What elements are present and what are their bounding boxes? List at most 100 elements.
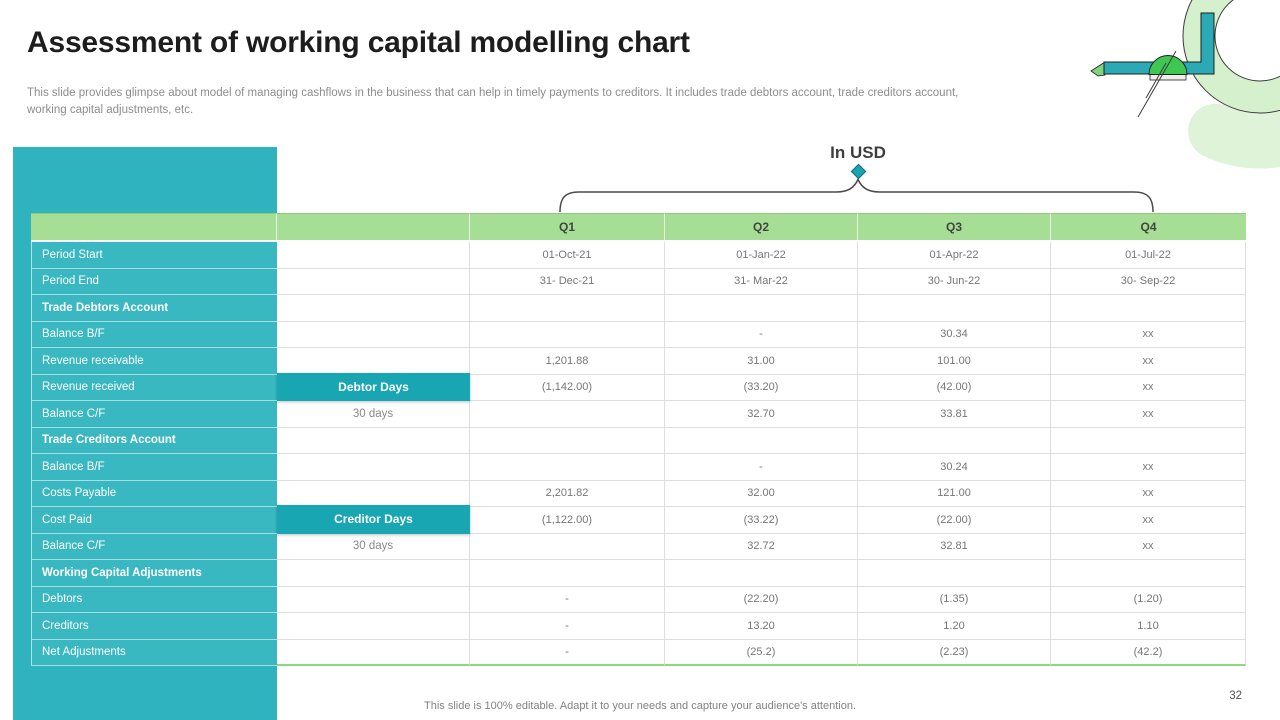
- corner-decoration: [1090, 0, 1280, 169]
- value-cell: 32.81: [858, 533, 1051, 560]
- value-cell: 13.20: [665, 613, 858, 640]
- value-cell: 32.72: [665, 533, 858, 560]
- days-cell: [277, 560, 470, 587]
- needle-line: [1137, 50, 1177, 118]
- days-cell: [277, 586, 470, 613]
- page-number: 32: [1229, 690, 1242, 702]
- row-label: Net Adjustments: [31, 639, 277, 666]
- value-cell: 101.00: [858, 348, 1051, 375]
- value-cell: [470, 454, 665, 481]
- value-cell: (1,122.00): [470, 507, 665, 534]
- days-cell: 30 days: [277, 401, 470, 428]
- value-cell: 33.81: [858, 401, 1051, 428]
- value-cell: -: [470, 639, 665, 666]
- days-cell: [277, 454, 470, 481]
- value-cell: -: [665, 454, 858, 481]
- value-cell: -: [470, 613, 665, 640]
- days-cell: [277, 639, 470, 666]
- value-cell: [470, 295, 665, 322]
- row-label: Debtors: [31, 586, 277, 613]
- value-cell: 32.70: [665, 401, 858, 428]
- value-cell: (25.2): [665, 639, 858, 666]
- soft-arc-shape: [1188, 103, 1280, 169]
- value-cell: [665, 427, 858, 454]
- value-cell: 01-Jul-22: [1051, 242, 1246, 269]
- value-cell: (1,142.00): [470, 374, 665, 401]
- slide-footer: This slide is 100% editable. Adapt it to…: [424, 700, 856, 712]
- value-cell: 30- Jun-22: [858, 268, 1051, 295]
- value-cell: [1051, 560, 1246, 587]
- value-cell: 30.24: [858, 454, 1051, 481]
- row-label: Revenue received: [31, 374, 277, 401]
- days-cell: 30 days: [277, 533, 470, 560]
- value-cell: 01-Apr-22: [858, 242, 1051, 269]
- days-cell: [277, 427, 470, 454]
- value-cell: (2.23): [858, 639, 1051, 666]
- value-cell: [858, 427, 1051, 454]
- value-cell: xx: [1051, 401, 1246, 428]
- value-cell: -: [665, 321, 858, 348]
- row-label: Balance B/F: [31, 454, 277, 481]
- slide-title: Assessment of working capital modelling …: [27, 26, 690, 59]
- value-cell: [858, 560, 1051, 587]
- days-badge: Debtor Days: [277, 372, 470, 401]
- value-cell: (1.35): [858, 586, 1051, 613]
- days-cell: [277, 268, 470, 295]
- value-cell: 2,201.82: [470, 480, 665, 507]
- value-cell: [470, 533, 665, 560]
- table-header-cell-q1: Q1: [470, 213, 665, 242]
- row-label: Cost Paid: [31, 507, 277, 534]
- value-cell: (42.2): [1051, 639, 1246, 666]
- value-cell: 31- Dec-21: [470, 268, 665, 295]
- value-cell: 1.10: [1051, 613, 1246, 640]
- teal-elbow-shape: [1103, 12, 1215, 75]
- value-cell: xx: [1051, 507, 1246, 534]
- table-header-cell-q2: Q2: [665, 213, 858, 242]
- row-label: Creditors: [31, 613, 277, 640]
- value-cell: 31- Mar-22: [665, 268, 858, 295]
- value-cell: xx: [1051, 348, 1246, 375]
- value-cell: 31.00: [665, 348, 858, 375]
- value-cell: [665, 295, 858, 322]
- value-cell: [1051, 295, 1246, 322]
- value-cell: 1.20: [858, 613, 1051, 640]
- value-cell: 30.34: [858, 321, 1051, 348]
- value-cell: xx: [1051, 374, 1246, 401]
- needle-line-short: [1145, 62, 1167, 99]
- value-cell: (42.00): [858, 374, 1051, 401]
- value-cell: [470, 560, 665, 587]
- row-label: Working Capital Adjustments: [31, 560, 277, 587]
- value-cell: 30- Sep-22: [1051, 268, 1246, 295]
- table-header-spacer: [31, 213, 277, 242]
- days-cell: [277, 480, 470, 507]
- days-cell: [277, 242, 470, 269]
- value-cell: [470, 427, 665, 454]
- value-cell: [470, 321, 665, 348]
- value-cell: (22.20): [665, 586, 858, 613]
- table-header-cell-q4: Q4: [1051, 213, 1246, 242]
- ring-shape: [1183, 0, 1280, 113]
- value-cell: -: [470, 586, 665, 613]
- value-cell: [470, 401, 665, 428]
- row-label: Balance B/F: [31, 321, 277, 348]
- days-cell: [277, 295, 470, 322]
- value-cell: (33.20): [665, 374, 858, 401]
- value-cell: [858, 295, 1051, 322]
- value-cell: (33.22): [665, 507, 858, 534]
- value-cell: xx: [1051, 533, 1246, 560]
- value-cell: 1,201.88: [470, 348, 665, 375]
- value-cell: xx: [1051, 480, 1246, 507]
- value-cell: [665, 560, 858, 587]
- row-label: Balance C/F: [31, 401, 277, 428]
- elbow-tail-shape: [1090, 61, 1106, 77]
- ring-outer-outline: [1182, 0, 1280, 114]
- days-cell: [277, 613, 470, 640]
- value-cell: 01-Oct-21: [470, 242, 665, 269]
- days-cell: [277, 321, 470, 348]
- value-cell: xx: [1051, 454, 1246, 481]
- value-cell: (22.00): [858, 507, 1051, 534]
- days-badge: Creditor Days: [277, 505, 470, 534]
- row-label: Period Start: [31, 242, 277, 269]
- dome-base-shape: [1149, 74, 1187, 81]
